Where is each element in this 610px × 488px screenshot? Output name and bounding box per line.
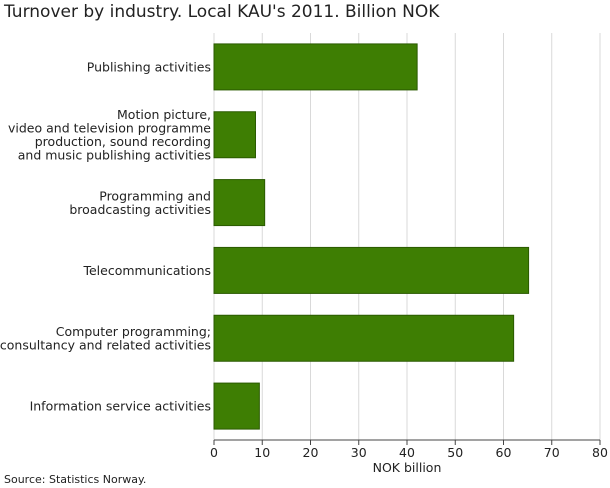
category-label: Motion picture, video and television prog… xyxy=(8,107,211,163)
source-note: Source: Statistics Norway. xyxy=(4,473,147,486)
x-tick-label: 0 xyxy=(210,445,218,460)
chart-title: Turnover by industry. Local KAU's 2011. … xyxy=(4,2,440,22)
x-tick-label: 50 xyxy=(447,445,463,460)
category-labels: Publishing activities Motion picture, vide… xyxy=(0,59,211,413)
x-tick-labels: 0 10 20 30 40 50 60 70 80 xyxy=(210,440,608,460)
x-tick-label: 60 xyxy=(496,445,512,460)
x-tick-label: 20 xyxy=(303,445,319,460)
category-label-line: Computer programming; xyxy=(56,324,211,339)
category-label-line: Publishing activities xyxy=(87,59,211,74)
x-tick-label: 70 xyxy=(544,445,560,460)
x-tick-label: 30 xyxy=(351,445,367,460)
grid-lines xyxy=(213,33,601,440)
category-label: Telecommunications xyxy=(82,263,211,278)
category-label-line: Motion picture, xyxy=(117,107,211,122)
bars xyxy=(213,43,530,430)
category-label: Computer programming; consultancy and rel… xyxy=(0,324,211,353)
bar xyxy=(213,314,515,362)
x-axis-label: NOK billion xyxy=(373,460,442,475)
category-label-line: Telecommunications xyxy=(82,263,211,278)
category-label-line: Programming and xyxy=(99,188,211,203)
bar xyxy=(213,179,266,227)
x-tick-label: 80 xyxy=(592,445,608,460)
category-label-line: consultancy and related activities xyxy=(0,338,211,353)
category-label-line: production, sound recording xyxy=(35,134,211,149)
category-label-line: broadcasting activities xyxy=(69,202,211,217)
category-label: Programming and broadcasting activities xyxy=(69,188,211,217)
category-label-line: Information service activities xyxy=(30,399,211,414)
x-tick-label: 40 xyxy=(399,445,415,460)
category-label-line: and music publishing activities xyxy=(18,148,211,163)
bar xyxy=(213,382,260,430)
bar xyxy=(213,43,418,91)
bar xyxy=(213,111,256,159)
x-tick-label: 10 xyxy=(254,445,270,460)
category-label: Information service activities xyxy=(30,399,211,414)
category-label-line: video and television programme xyxy=(8,121,211,136)
bar xyxy=(213,246,530,294)
category-label: Publishing activities xyxy=(87,59,211,74)
